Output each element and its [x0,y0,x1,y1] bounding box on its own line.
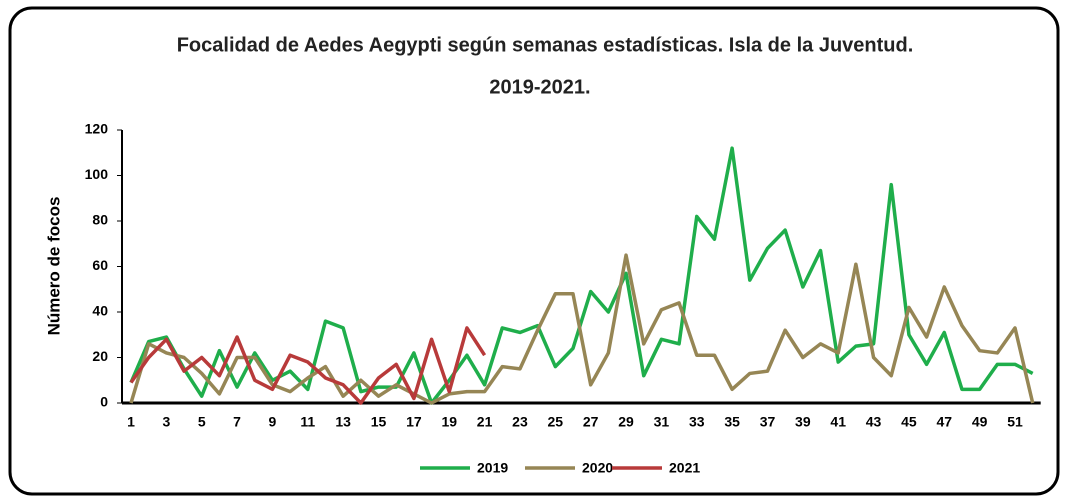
chart-title: 2019-2021. [489,76,590,98]
x-tick-label: 37 [760,414,776,430]
frame [8,6,1060,496]
x-tick-label: 23 [512,414,528,430]
x-tick-label: 29 [618,414,634,430]
x-tick-label: 43 [866,414,882,430]
y-tick-label: 0 [100,394,108,410]
x-tick-label: 51 [1007,414,1023,430]
legend-label: 2021 [669,460,700,476]
series-line [129,253,1035,405]
x-tick-label: 1 [127,414,135,430]
chart-title: Focalidad de Aedes Aegypti según semanas… [177,34,914,56]
x-tick-label: 21 [477,414,493,430]
y-tick-label: 120 [85,121,109,137]
x-tick-label: 3 [162,414,170,430]
y-tick-label: 40 [92,303,108,319]
x-tick-label: 47 [936,414,952,430]
x-tick-label: 7 [233,414,241,430]
legend-label: 2020 [582,460,613,476]
x-tick-label: 11 [300,414,315,430]
x-tick-label: 33 [689,414,705,430]
x-tick-label: 39 [795,414,811,430]
x-tick-label: 41 [830,414,846,430]
x-tick-label: 49 [972,414,988,430]
x-tick-label: 19 [441,414,457,430]
series-line [129,326,487,405]
x-tick-label: 5 [198,414,206,430]
x-tick-label: 17 [406,414,422,430]
y-tick-label: 60 [92,257,108,273]
x-tick-label: 15 [371,414,387,430]
y-tick-label: 100 [85,166,109,182]
x-tick-label: 35 [724,414,740,430]
y-tick-label: 20 [92,348,108,364]
x-tick-label: 45 [901,414,917,430]
legend-label: 2019 [477,460,508,476]
y-tick-label: 80 [92,212,108,228]
x-tick-label: 9 [269,414,277,430]
x-tick-label: 25 [548,414,564,430]
x-tick-label: 13 [335,414,351,430]
x-tick-label: 27 [583,414,599,430]
x-tick-label: 31 [654,414,670,430]
y-axis-label: Número de focos [44,197,63,336]
